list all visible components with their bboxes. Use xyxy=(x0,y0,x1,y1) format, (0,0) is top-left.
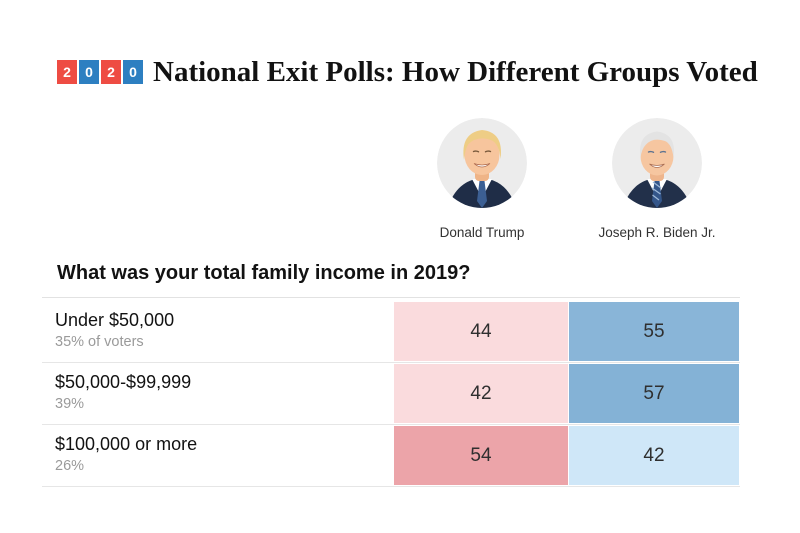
answer-label: $100,000 or more xyxy=(55,434,198,454)
badge-digit: 0 xyxy=(79,60,99,84)
poll-question: What was your total family income in 201… xyxy=(57,262,471,284)
biden-value-cell: 55 xyxy=(569,302,739,361)
page-header: 2 0 2 0 National Exit Polls: How Differe… xyxy=(57,56,758,88)
answer-cell: $50,000-$99,999 39% xyxy=(42,364,393,423)
biden-portrait xyxy=(612,118,702,208)
biden-value-cell: 57 xyxy=(569,364,739,423)
answer-cell: $100,000 or more 26% xyxy=(42,426,393,485)
table-row: $50,000-$99,999 39% 42 57 xyxy=(42,364,740,425)
answer-label: Under $50,000 xyxy=(55,310,175,330)
answer-share-of-voters: 35% of voters xyxy=(55,334,144,350)
2020-badge: 2 0 2 0 xyxy=(57,60,143,84)
trump-value-cell: 54 xyxy=(394,426,568,485)
candidate-name-trump: Donald Trump xyxy=(439,225,525,240)
table-row: Under $50,000 35% of voters 44 55 xyxy=(42,302,740,363)
page-title: National Exit Polls: How Different Group… xyxy=(153,55,758,88)
candidate-name-biden: Joseph R. Biden Jr. xyxy=(598,225,716,240)
candidate-biden: Joseph R. Biden Jr. xyxy=(582,118,732,240)
divider-rule xyxy=(42,297,740,298)
badge-digit: 0 xyxy=(123,60,143,84)
answer-share-of-voters: 39% xyxy=(55,396,85,412)
candidate-trump: Donald Trump xyxy=(407,118,557,240)
results-table: Under $50,000 35% of voters 44 55 $50,00… xyxy=(42,302,740,487)
badge-digit: 2 xyxy=(57,60,77,84)
trump-value-cell: 42 xyxy=(394,364,568,423)
table-row: $100,000 or more 26% 54 42 xyxy=(42,426,740,487)
answer-share-of-voters: 26% xyxy=(55,458,85,474)
trump-value-cell: 44 xyxy=(394,302,568,361)
biden-value-cell: 42 xyxy=(569,426,739,485)
trump-portrait xyxy=(437,118,527,208)
badge-digit: 2 xyxy=(101,60,121,84)
answer-label: $50,000-$99,999 xyxy=(55,372,192,392)
answer-cell: Under $50,000 35% of voters xyxy=(42,302,393,361)
